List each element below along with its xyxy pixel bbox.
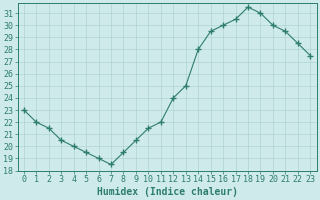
X-axis label: Humidex (Indice chaleur): Humidex (Indice chaleur) bbox=[97, 186, 237, 197]
